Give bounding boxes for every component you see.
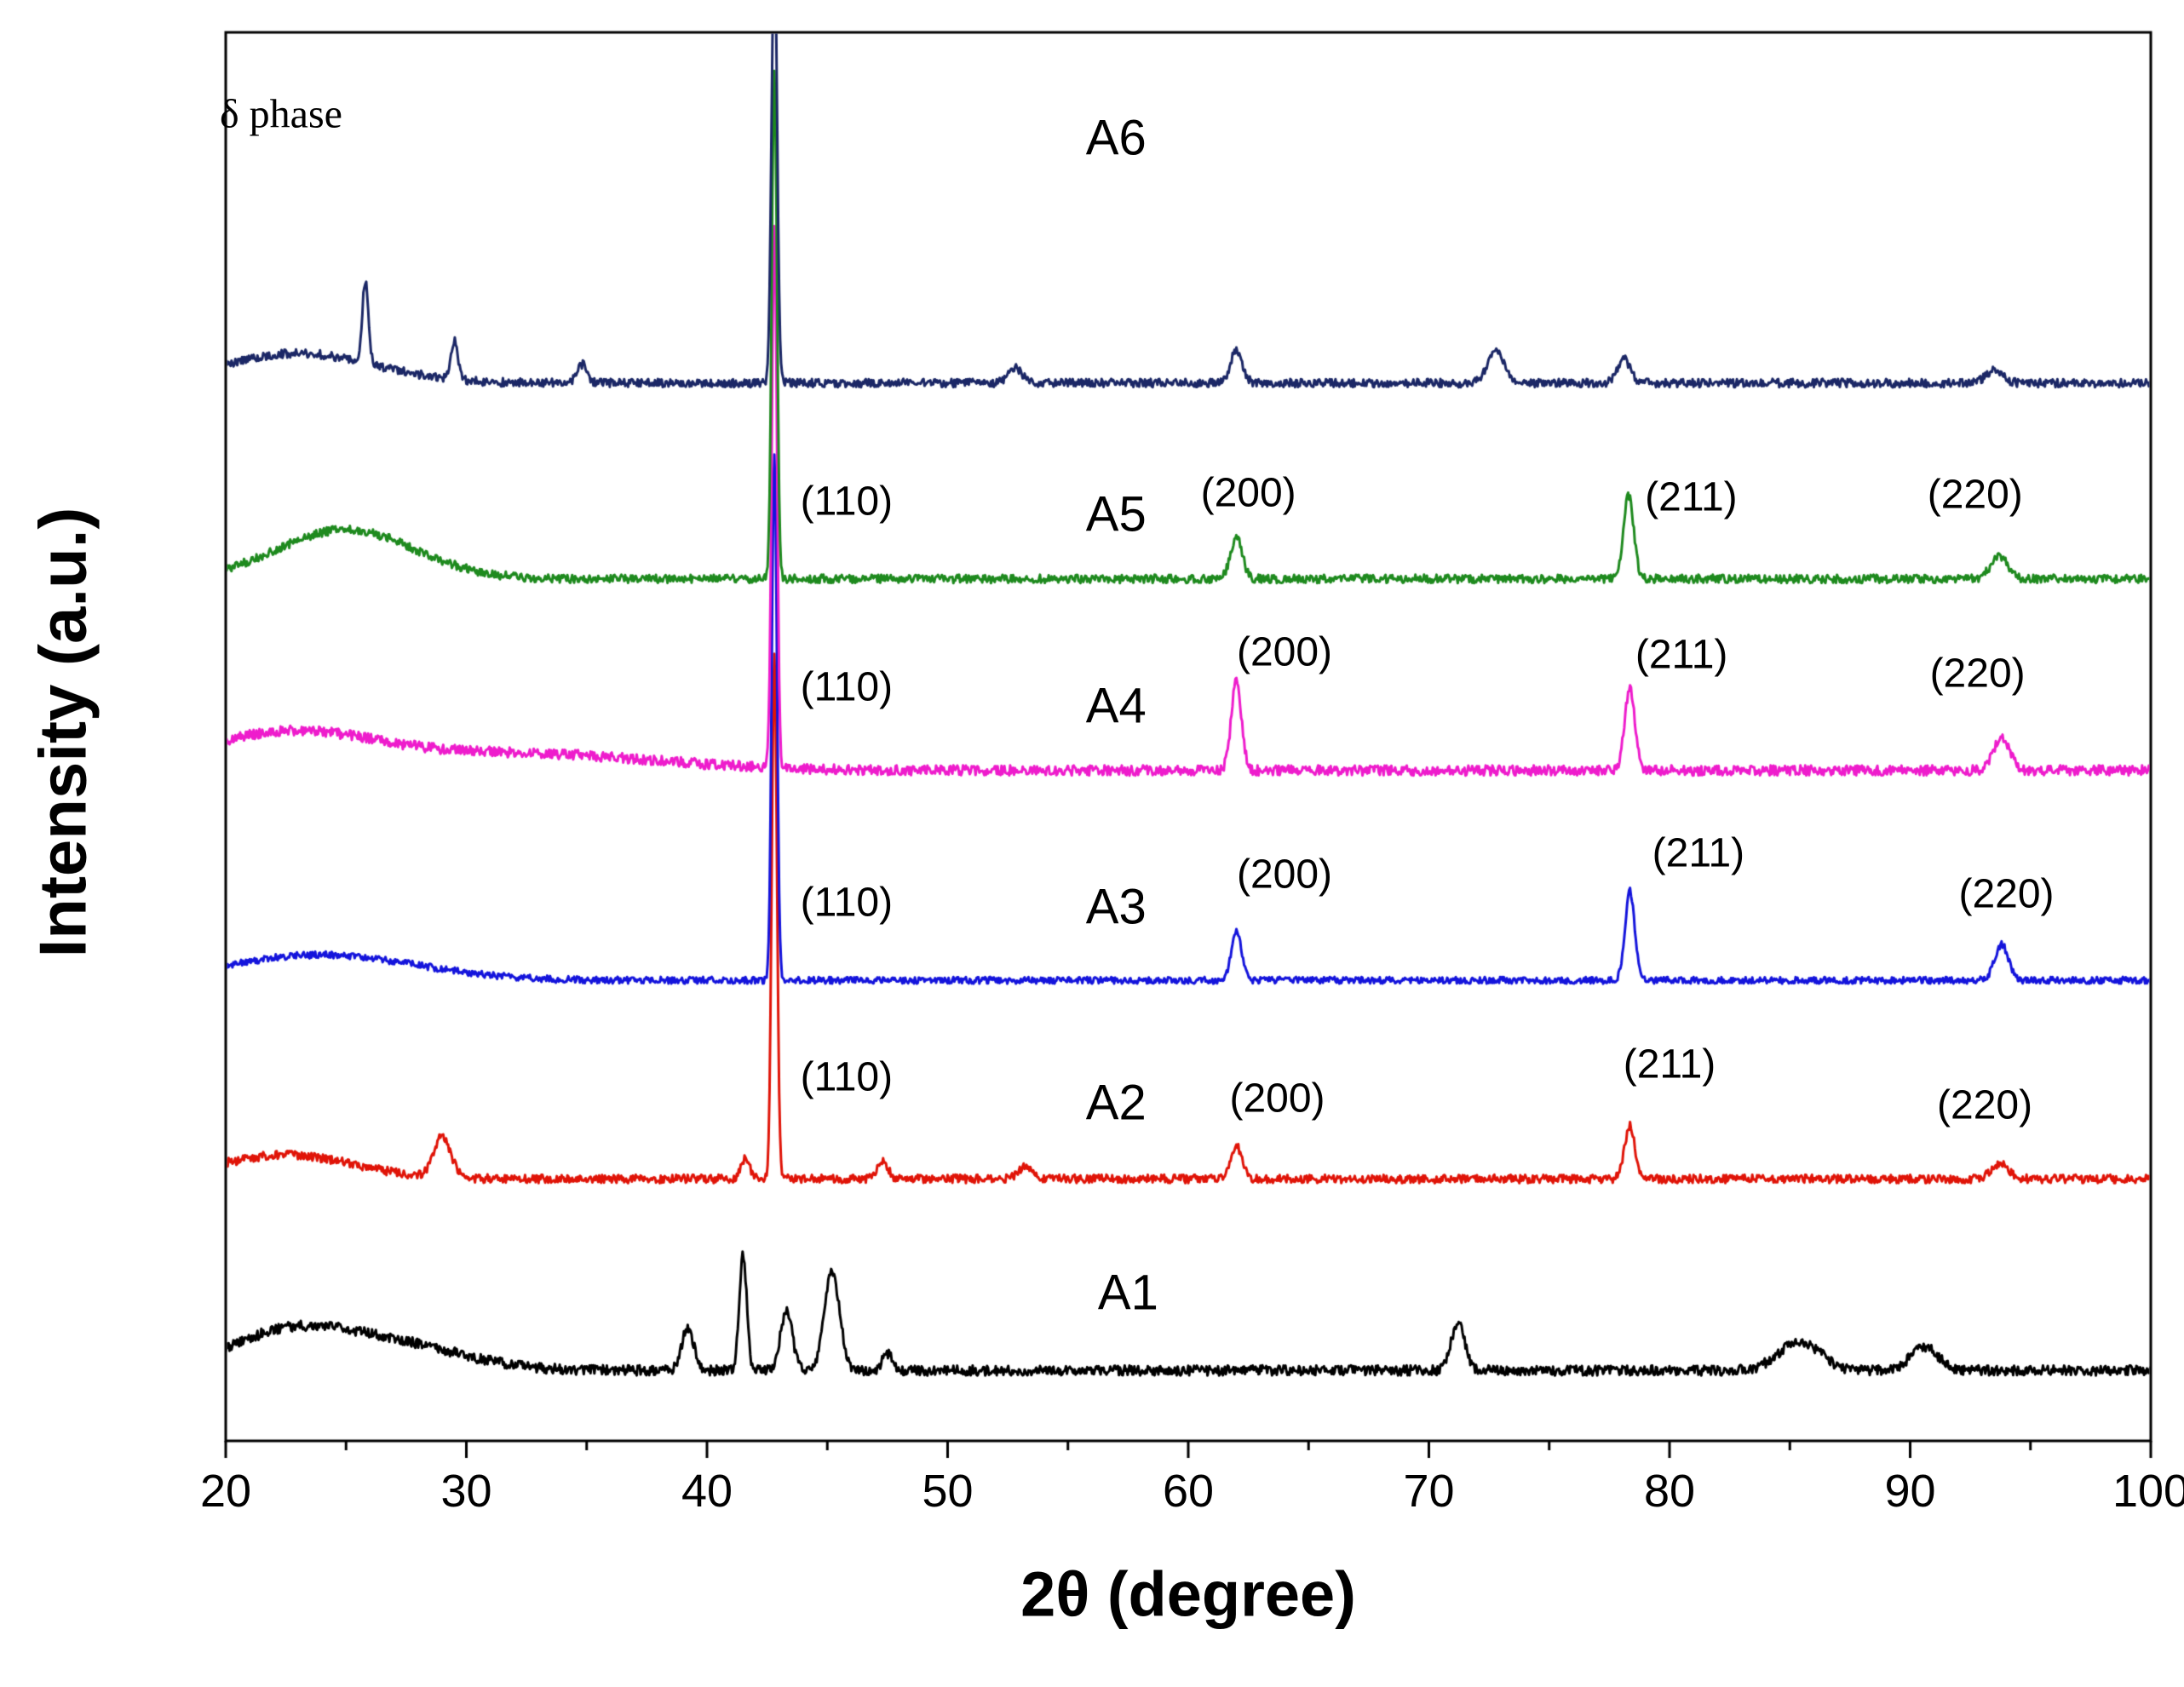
series-label-A2: A2 xyxy=(1085,1075,1147,1131)
miller-index-label: (110) xyxy=(800,664,894,710)
series-label-A5: A5 xyxy=(1085,486,1147,542)
x-tick-label-70: 70 xyxy=(1403,1466,1455,1517)
series-label-A3: A3 xyxy=(1085,879,1147,935)
miller-index-label: (110) xyxy=(800,479,894,525)
miller-index-label: (220) xyxy=(1958,871,2055,917)
miller-index-label: (220) xyxy=(1937,1082,2033,1128)
miller-index-label: (220) xyxy=(1927,472,2023,517)
y-axis-title: Intensity (a.u.) xyxy=(25,507,101,958)
miller-index-label: (211) xyxy=(1652,830,1745,876)
miller-index-label: (200) xyxy=(1236,629,1333,675)
series-label-A1: A1 xyxy=(1097,1265,1158,1321)
miller-index-label: (211) xyxy=(1623,1041,1716,1087)
x-tick-label-30: 30 xyxy=(440,1466,492,1517)
x-tick-label-20: 20 xyxy=(199,1466,252,1517)
x-tick-label-60: 60 xyxy=(1162,1466,1215,1517)
miller-index-label: (110) xyxy=(800,1054,894,1100)
miller-index-label: (110) xyxy=(800,880,894,926)
x-tick-label-80: 80 xyxy=(1643,1466,1696,1517)
series-label-A6: A6 xyxy=(1085,110,1147,166)
x-tick-label-50: 50 xyxy=(922,1466,974,1517)
miller-index-label: (211) xyxy=(1645,474,1738,520)
miller-index-label: (200) xyxy=(1200,470,1296,516)
x-tick-label-40: 40 xyxy=(681,1466,733,1517)
x-axis-title: 2θ (degree) xyxy=(1020,1558,1356,1630)
miller-index-label: (200) xyxy=(1229,1076,1325,1122)
miller-index-label: (211) xyxy=(1635,632,1728,678)
series-label-A4: A4 xyxy=(1085,678,1147,734)
miller-index-label: (200) xyxy=(1236,852,1333,898)
miller-index-label: (220) xyxy=(1929,651,2026,697)
x-tick-label-100: 100 xyxy=(2112,1466,2184,1517)
delta-phase-label: δ phase xyxy=(220,91,342,137)
x-tick-label-90: 90 xyxy=(1884,1466,1936,1517)
